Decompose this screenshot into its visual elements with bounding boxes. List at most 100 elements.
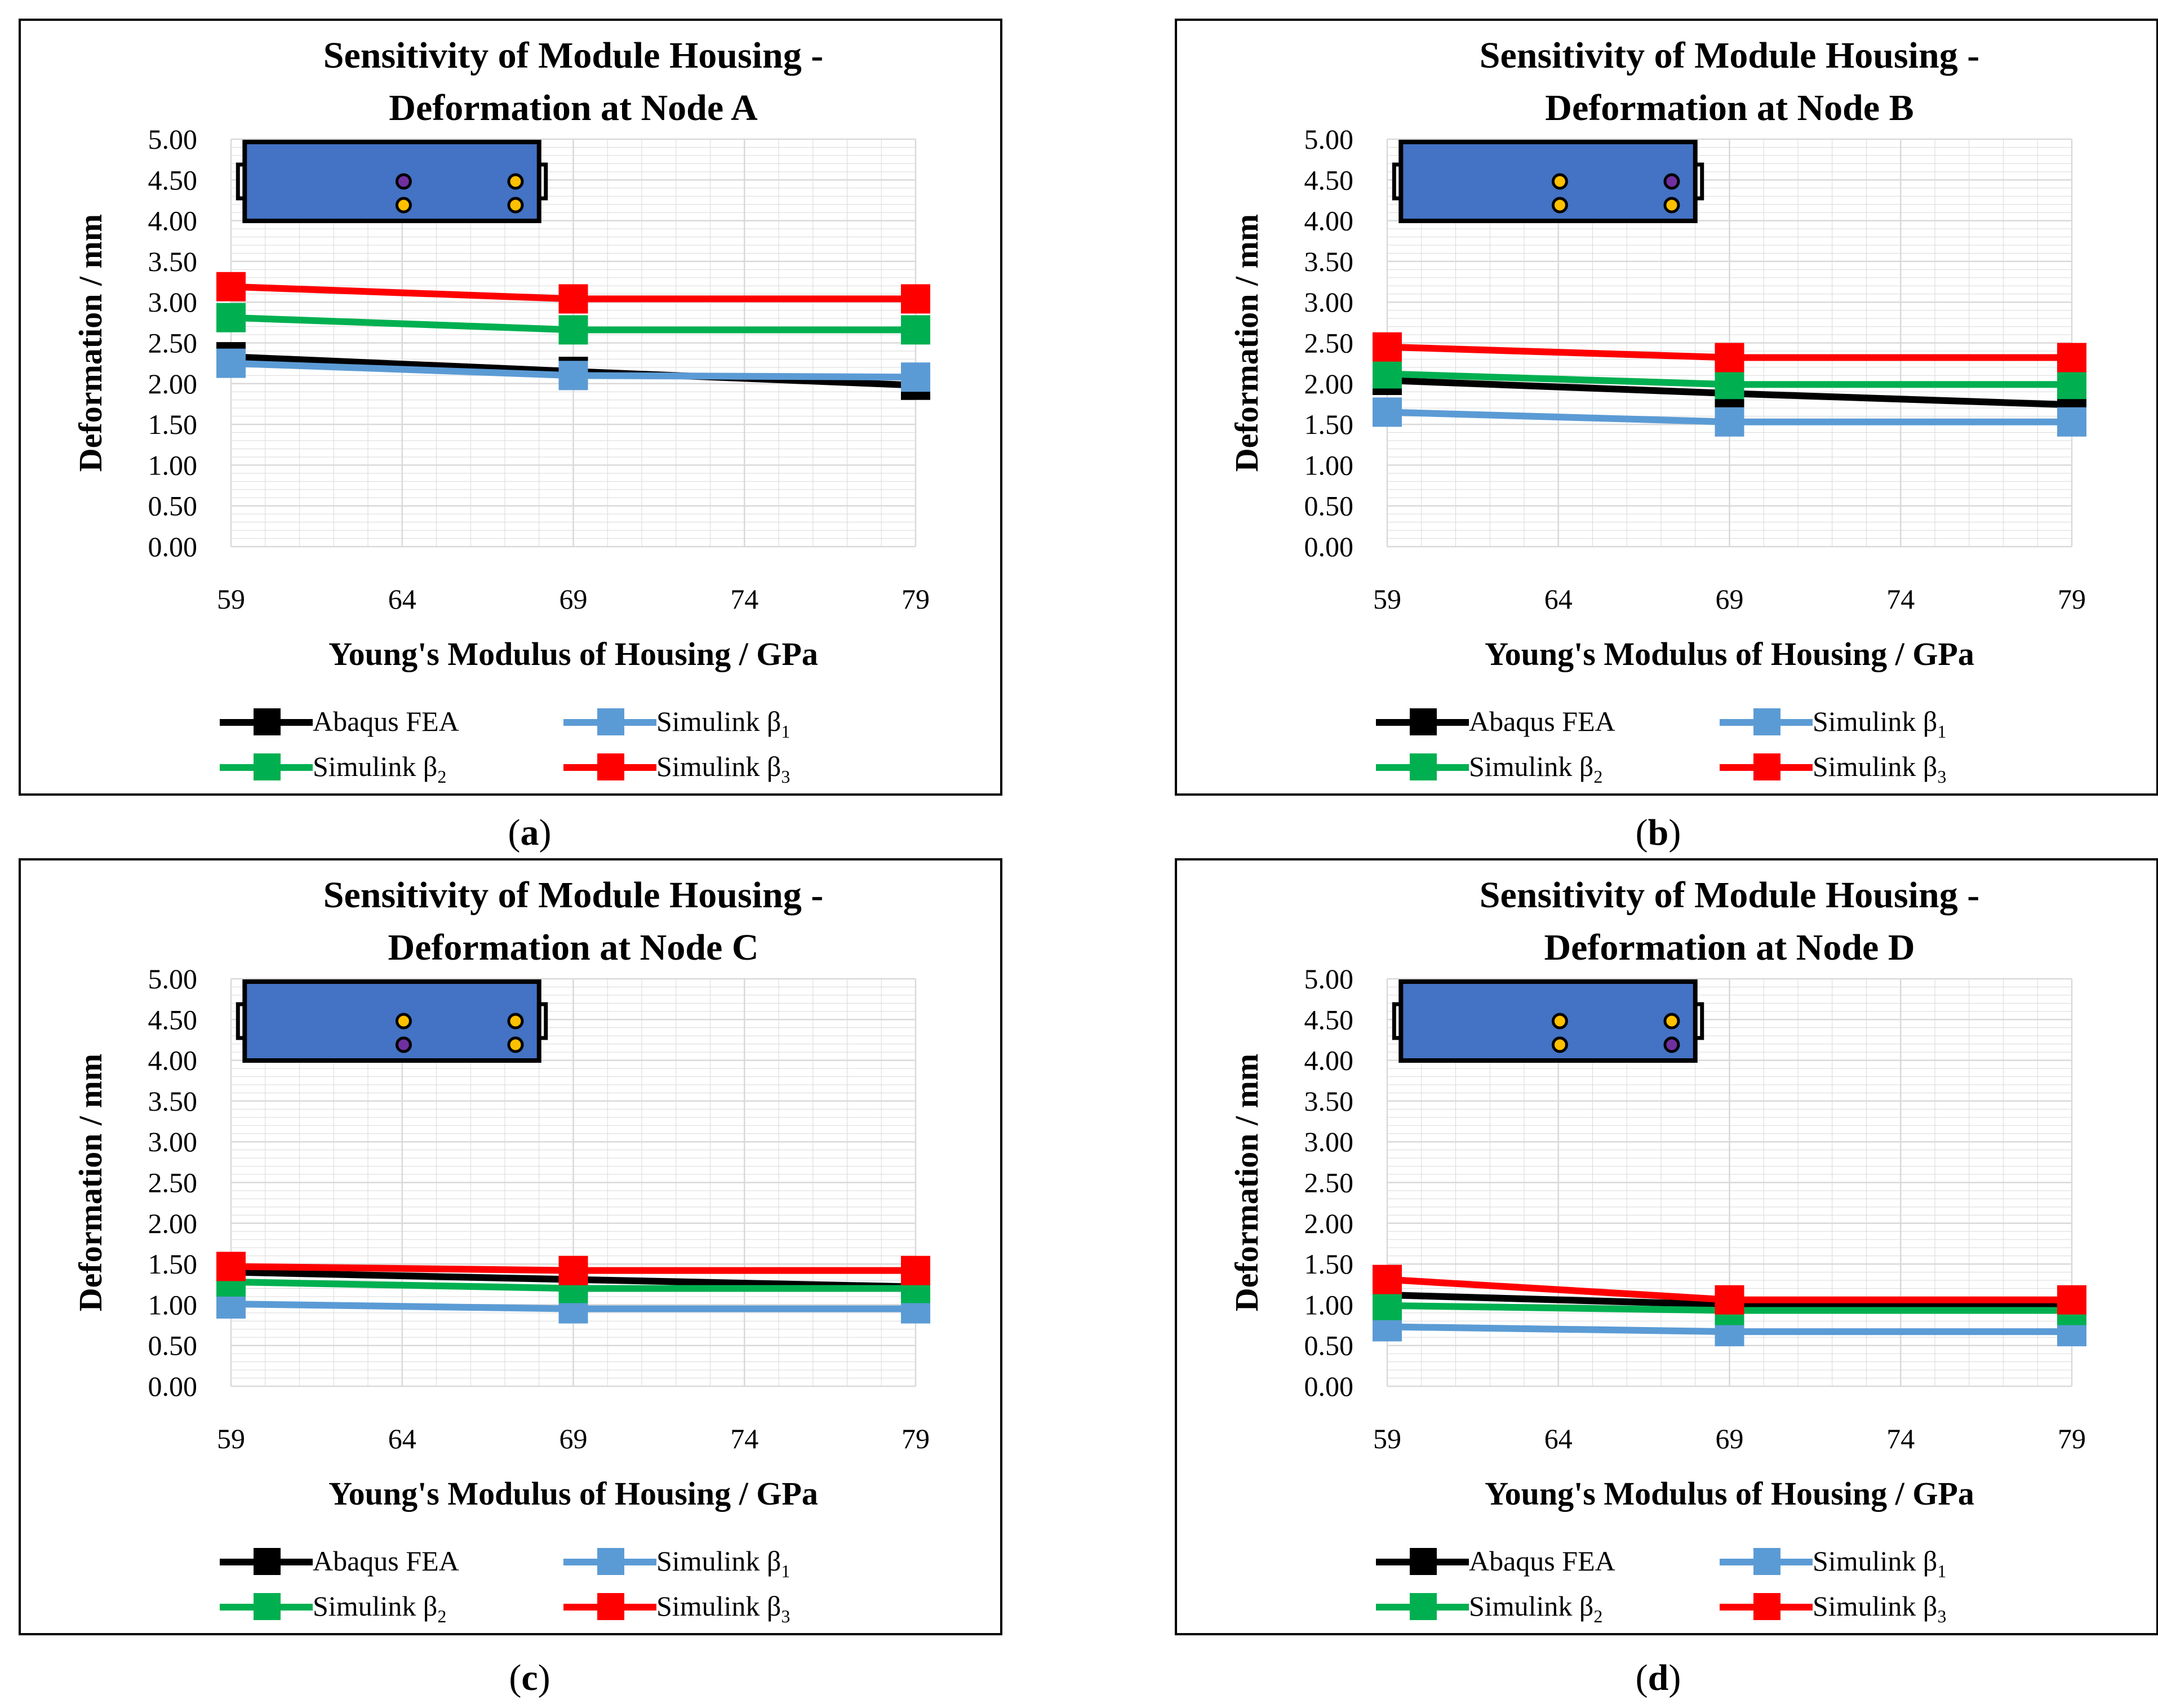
node-marker — [1551, 173, 1568, 190]
legend-swatch-marker — [1410, 708, 1437, 735]
y-tick-label: 1.50 — [148, 409, 198, 440]
y-tick-label: 3.00 — [148, 1126, 198, 1157]
x-tick-label: 74 — [1886, 583, 1915, 615]
node-marker — [507, 1013, 524, 1030]
x-tick-label: 59 — [1373, 1423, 1401, 1454]
series-marker — [1715, 407, 1744, 437]
y-tick-label: 1.50 — [1304, 1248, 1354, 1280]
y-tick-label: 4.00 — [148, 205, 198, 237]
y-tick-label: 2.00 — [148, 1208, 198, 1239]
y-tick-label: 2.00 — [148, 368, 198, 400]
series-marker — [1373, 397, 1402, 427]
y-tick-label: 5.00 — [148, 123, 198, 155]
housing-inset — [236, 140, 548, 223]
y-axis-label: Deformation / mm — [72, 1054, 109, 1311]
legend-label: Simulink β3 — [1813, 1590, 1946, 1626]
node-marker — [507, 1036, 524, 1053]
y-tick-label: 3.00 — [1304, 286, 1354, 318]
legend-swatch-marker — [254, 1593, 281, 1620]
series-marker — [558, 284, 588, 314]
series-marker — [2057, 370, 2086, 400]
x-axis-label: Young's Modulus of Housing / GPa — [328, 636, 818, 672]
x-tick-label: 59 — [217, 1423, 245, 1454]
legend-swatch-marker — [1410, 753, 1437, 780]
y-tick-label: 4.00 — [1304, 1045, 1354, 1076]
legend-label: Simulink β3 — [656, 751, 790, 787]
y-tick-label: 1.50 — [148, 1248, 198, 1280]
series-marker — [216, 303, 246, 332]
series-marker — [1373, 332, 1402, 362]
node-marker — [507, 197, 524, 214]
x-tick-label: 69 — [560, 1423, 588, 1454]
caption-c-label: c — [521, 1657, 538, 1698]
x-tick-label: 74 — [730, 583, 758, 615]
node-marker — [1663, 197, 1680, 214]
chart-panel-b: Sensitivity of Module Housing - Deformati… — [1175, 19, 2158, 796]
housing-body — [242, 979, 541, 1063]
legend-label: Simulink β2 — [313, 751, 446, 787]
y-tick-label: 3.00 — [148, 286, 198, 318]
legend-swatch-marker — [1753, 1548, 1780, 1575]
housing-inset — [1392, 140, 1704, 223]
series-marker — [1715, 1285, 1744, 1315]
x-tick-label: 59 — [217, 583, 245, 615]
y-tick-label: 4.50 — [1304, 164, 1354, 196]
highlighted-node-marker — [395, 173, 412, 190]
legend-swatch-marker — [1753, 708, 1780, 735]
y-tick-label: 5.00 — [148, 963, 198, 995]
chart-title-line2: Deformation at Node C — [388, 927, 758, 968]
housing-body — [1398, 140, 1698, 223]
chart-panel-a: Sensitivity of Module Housing - Deformati… — [19, 19, 1002, 796]
chart-panel-c: Sensitivity of Module Housing - Deformati… — [19, 858, 1002, 1635]
legend-swatch-marker — [1410, 1593, 1437, 1620]
y-tick-label: 3.50 — [148, 1085, 198, 1117]
housing-body — [1398, 979, 1698, 1063]
chart-title-line1: Sensitivity of Module Housing - — [1480, 875, 1979, 916]
legend-label: Abaqus FEA — [313, 706, 459, 737]
y-tick-label: 5.00 — [1304, 963, 1354, 995]
series-marker — [216, 272, 246, 301]
caption-b-label: b — [1648, 812, 1669, 853]
y-tick-label: 0.50 — [1304, 1330, 1354, 1361]
y-axis-label: Deformation / mm — [72, 214, 109, 472]
gridlines — [230, 138, 917, 548]
node-marker — [1551, 1013, 1568, 1030]
series-marker — [216, 1252, 246, 1281]
y-tick-label: 2.50 — [1304, 327, 1354, 359]
legend-swatch-marker — [254, 708, 281, 735]
legend-label: Simulink β1 — [656, 706, 790, 742]
caption-d: (d) — [1635, 1657, 1681, 1698]
x-tick-label: 79 — [902, 583, 930, 615]
housing-inset — [236, 979, 548, 1063]
y-tick-label: 1.50 — [1304, 409, 1354, 440]
y-axis-label: Deformation / mm — [1228, 214, 1265, 472]
x-axis-label: Young's Modulus of Housing / GPa — [1485, 636, 1974, 672]
series-marker — [901, 315, 930, 345]
y-tick-label: 0.00 — [148, 1370, 198, 1402]
x-tick-label: 59 — [1373, 583, 1401, 615]
y-tick-label: 0.00 — [148, 531, 198, 562]
x-tick-label: 64 — [388, 583, 416, 615]
legend-swatch-marker — [254, 1548, 281, 1575]
x-tick-label: 74 — [1886, 1423, 1915, 1454]
legend-label: Simulink β2 — [1469, 751, 1602, 787]
housing-inset — [1392, 979, 1704, 1063]
y-tick-label: 4.00 — [148, 1045, 198, 1076]
y-tick-label: 4.50 — [1304, 1004, 1354, 1035]
highlighted-node-marker — [1663, 1036, 1680, 1053]
series-marker — [1373, 1265, 1402, 1294]
chart-title-line2: Deformation at Node A — [389, 87, 758, 128]
series-marker — [1715, 343, 1744, 372]
y-tick-label: 4.00 — [1304, 205, 1354, 237]
legend-label: Abaqus FEA — [313, 1545, 459, 1577]
series-marker — [216, 348, 246, 378]
caption-a: (a) — [508, 812, 552, 853]
series-marker — [901, 1256, 930, 1285]
node-marker — [1663, 1013, 1680, 1030]
node-marker — [395, 1013, 412, 1030]
y-axis-label: Deformation / mm — [1228, 1054, 1265, 1311]
y-tick-label: 2.00 — [1304, 1208, 1354, 1239]
x-axis-label: Young's Modulus of Housing / GPa — [328, 1475, 818, 1512]
legend-label: Simulink β2 — [1469, 1590, 1602, 1626]
chart-title-line1: Sensitivity of Module Housing - — [323, 35, 823, 76]
